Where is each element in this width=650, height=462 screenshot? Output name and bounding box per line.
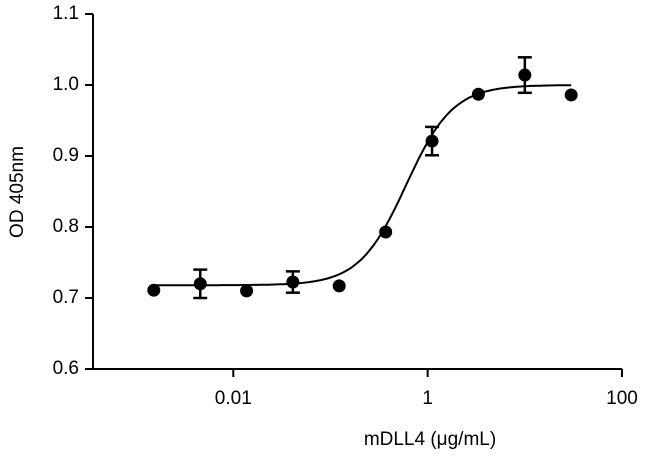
point <box>471 87 485 101</box>
point <box>564 88 578 102</box>
y-tick-label: 1.0 <box>53 74 79 95</box>
point <box>240 284 254 298</box>
y-tick-label: 0.9 <box>53 145 79 166</box>
fit-curve <box>153 84 572 287</box>
point <box>425 134 439 148</box>
x-tick-label: 1 <box>422 388 433 409</box>
x-tick-label: 100 <box>606 388 638 409</box>
x-axis-label: mDLL4 (μg/mL) <box>364 429 496 450</box>
point <box>193 277 207 291</box>
y-axis-label: OD 405nm <box>7 146 28 238</box>
x-tick-label: 0.01 <box>215 388 252 409</box>
point <box>379 225 393 239</box>
y-tick-label: 0.8 <box>53 216 79 237</box>
y-tick-label: 0.7 <box>53 287 79 308</box>
point <box>518 68 532 82</box>
point <box>332 279 346 293</box>
y-tick-label: 0.6 <box>53 358 79 379</box>
y-tick-label: 1.1 <box>53 3 79 24</box>
point <box>286 275 300 289</box>
point <box>147 283 161 297</box>
